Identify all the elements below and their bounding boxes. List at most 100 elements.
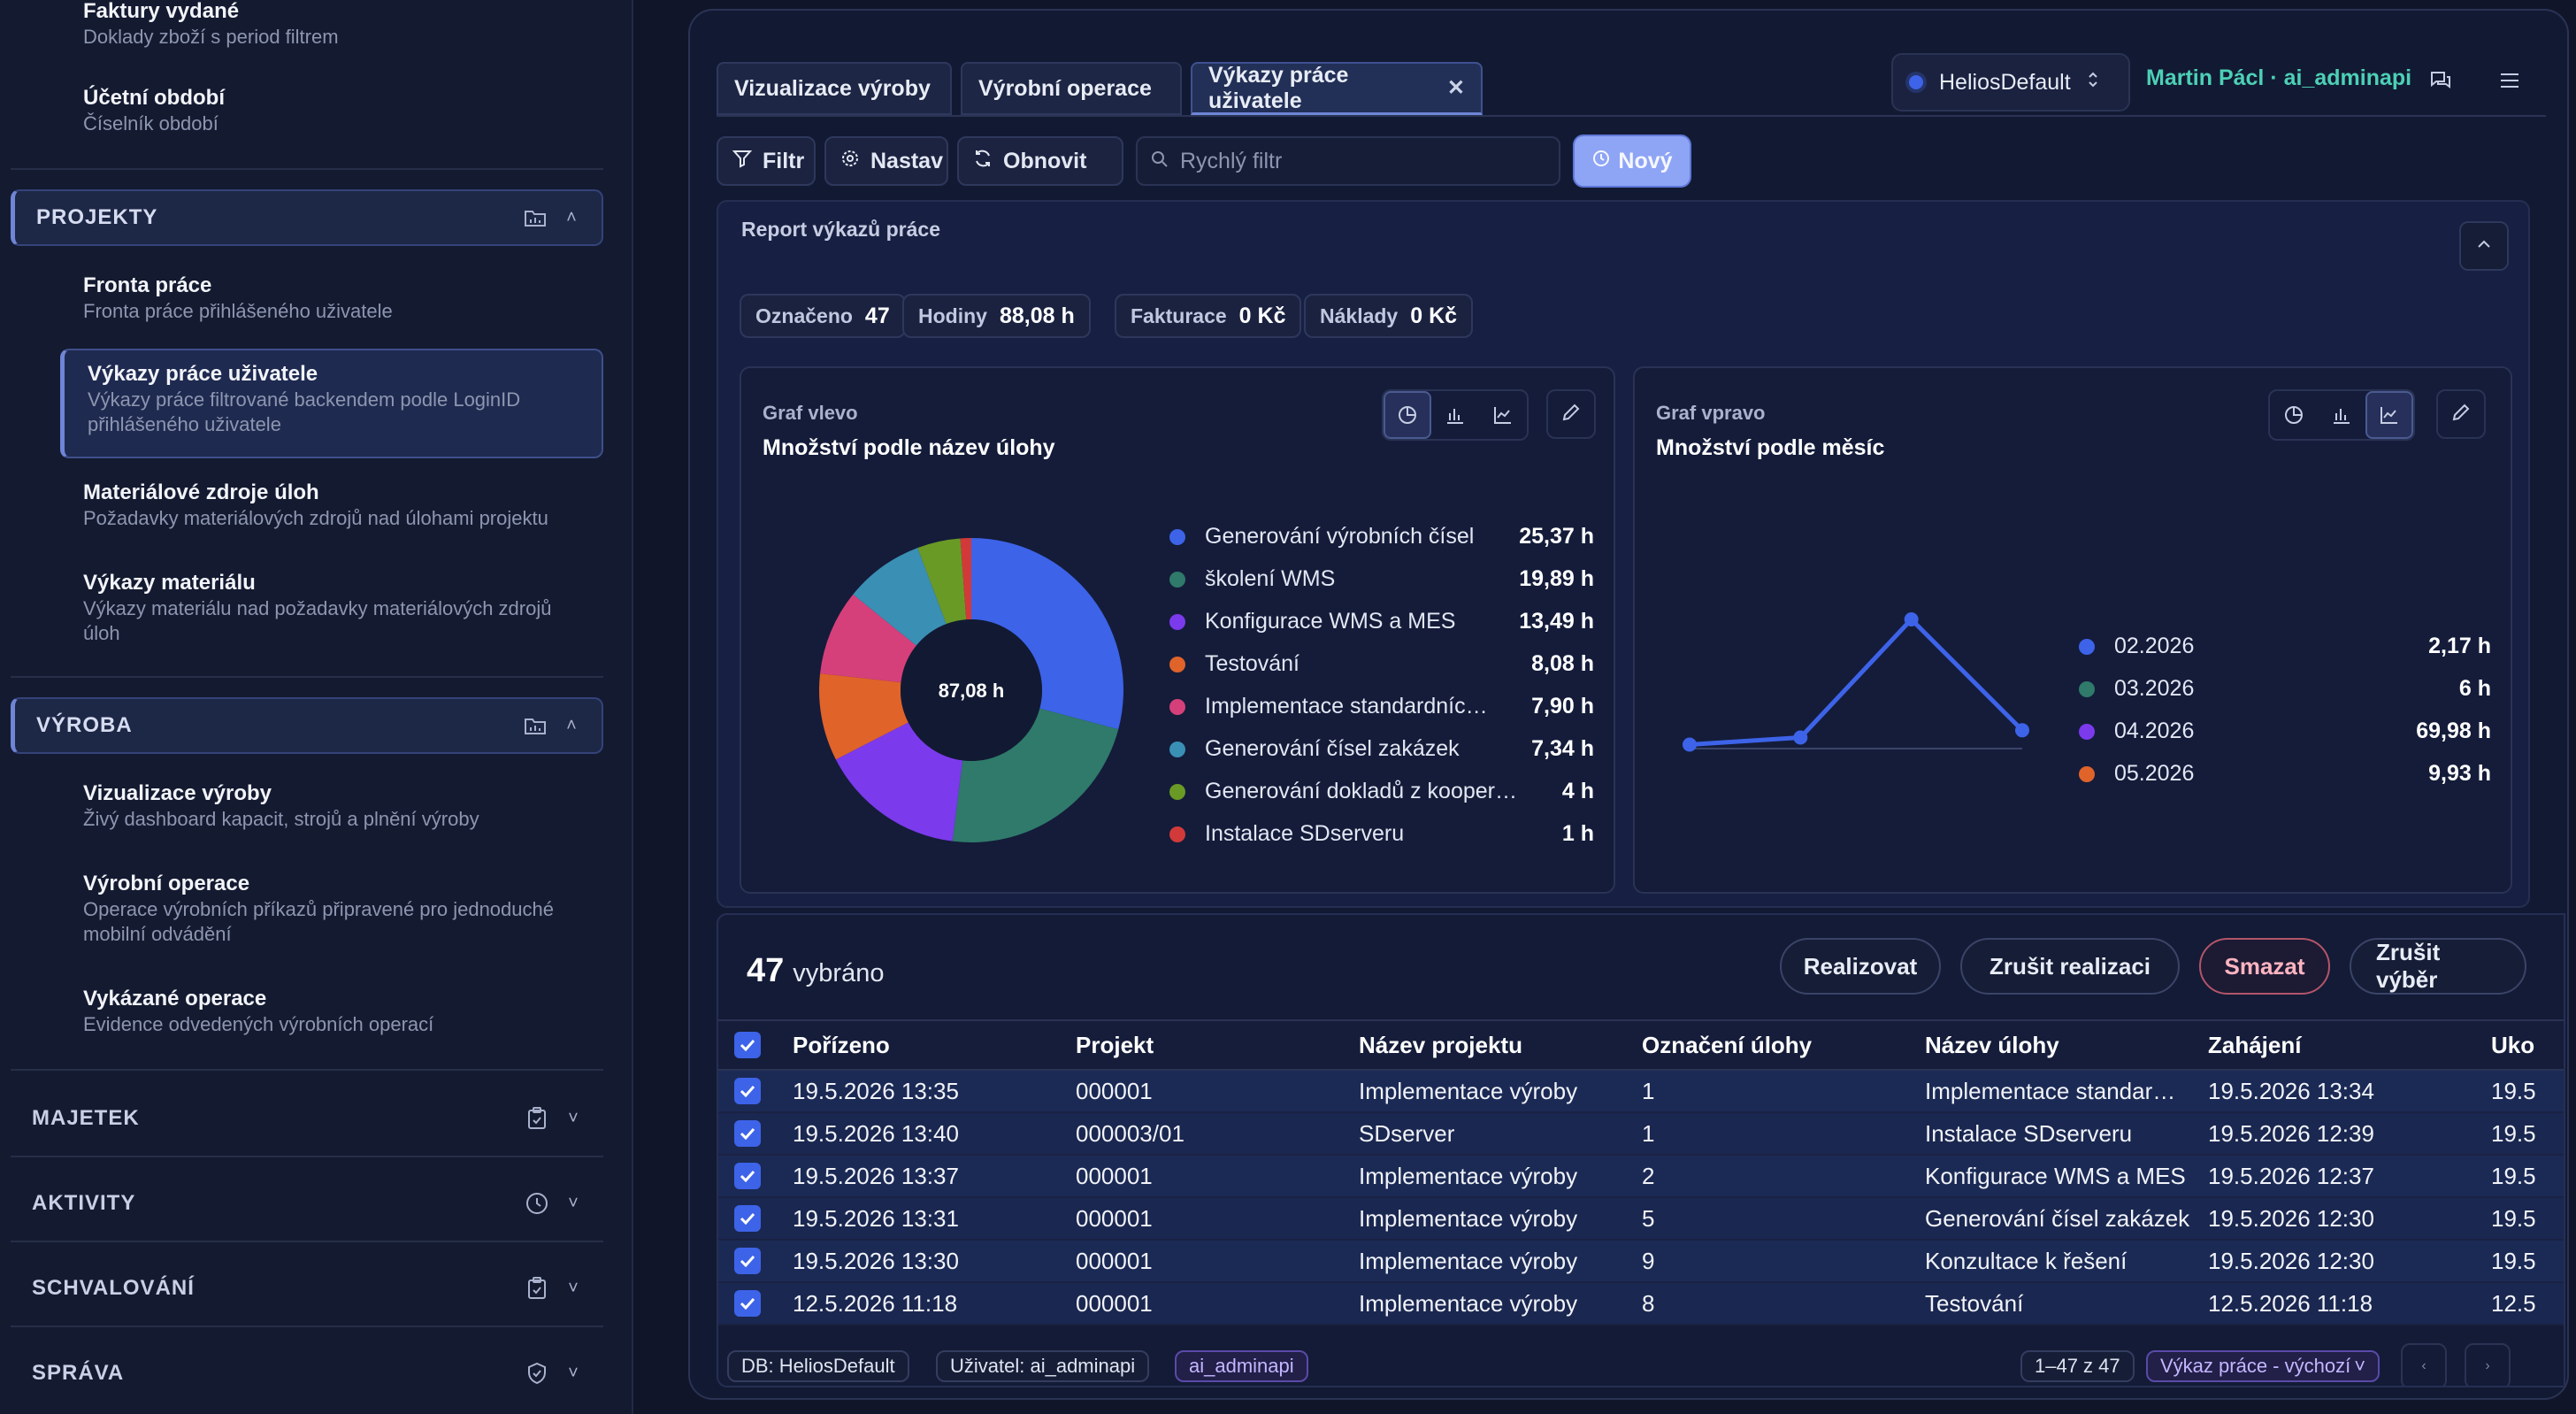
filter-button[interactable]: Filtr xyxy=(717,136,816,186)
sidebar-item-vizualizace-vyroby[interactable]: Vizualizace výroby Živý dashboard kapaci… xyxy=(60,770,603,842)
column-header[interactable]: Projekt xyxy=(1069,1019,1352,1071)
column-header[interactable]: Označení úlohy xyxy=(1635,1019,1918,1071)
table-row[interactable]: 19.5.2026 13:40 000003/01 SDserver 1 Instala… xyxy=(718,1112,2564,1156)
legend-item[interactable]: školení WMS 19,89 h xyxy=(1169,566,1594,592)
bar-chart-icon[interactable] xyxy=(1431,391,1479,439)
row-select-cell[interactable] xyxy=(718,1240,786,1283)
pie-slice[interactable] xyxy=(960,538,971,620)
tab-vyrobni-operace[interactable]: Výrobní operace xyxy=(961,62,1182,115)
section-vyroba[interactable]: VÝROBA ˄ xyxy=(11,697,603,754)
line-chart-icon[interactable] xyxy=(1479,391,1527,439)
bar-chart-icon[interactable] xyxy=(2318,391,2365,439)
pie-slice[interactable] xyxy=(819,673,908,760)
legend-item[interactable]: Generování čísel zakázek 7,34 h xyxy=(1169,736,1594,762)
sidebar-item-title: Vizualizace výroby xyxy=(83,781,272,805)
legend-item[interactable]: 04.2026 69,98 h xyxy=(2079,719,2491,744)
section-aktivity[interactable]: AKTIVITY ˅ xyxy=(11,1175,603,1232)
row-select-cell[interactable] xyxy=(718,1155,786,1198)
row-select-cell[interactable] xyxy=(718,1070,786,1113)
realize-button[interactable]: Realizovat xyxy=(1780,938,1941,995)
next-page-button[interactable]: › xyxy=(2465,1343,2511,1386)
checkbox-checked-icon[interactable] xyxy=(734,1248,761,1274)
pie-slice[interactable] xyxy=(820,594,916,683)
column-header[interactable]: Pořízeno xyxy=(786,1019,1069,1071)
row-select-cell[interactable] xyxy=(718,1197,786,1241)
prev-page-button[interactable]: ‹ xyxy=(2401,1343,2447,1386)
menu-icon[interactable] xyxy=(2495,65,2525,96)
table-row[interactable]: 19.5.2026 13:30 000001 Implementace výroby… xyxy=(718,1240,2564,1283)
row-select-cell[interactable] xyxy=(718,1282,786,1326)
column-header[interactable]: Uko xyxy=(2484,1019,2564,1071)
cancel-realization-button[interactable]: Zrušit realizaci xyxy=(1960,938,2180,995)
checkbox-checked-icon[interactable] xyxy=(734,1032,761,1058)
edit-button[interactable] xyxy=(1546,389,1596,439)
tab-vizualizace-vyroby[interactable]: Vizualizace výroby xyxy=(717,62,952,115)
data-point[interactable] xyxy=(2015,723,2029,738)
pie-slice[interactable] xyxy=(971,538,1123,730)
clear-selection-button[interactable]: Zrušit výběr xyxy=(2350,938,2526,995)
row-select-cell[interactable] xyxy=(718,1112,786,1156)
collapse-button[interactable] xyxy=(2459,221,2509,271)
view-selector[interactable]: Výkaz práce - výchozí ˅ xyxy=(2146,1350,2380,1382)
legend-dot xyxy=(2079,680,2095,697)
tab-vykazy-prace-uzivatele[interactable]: Výkazy práce uživatele ✕ xyxy=(1191,62,1483,115)
checkbox-checked-icon[interactable] xyxy=(734,1205,761,1232)
close-icon[interactable]: ✕ xyxy=(1446,76,1465,100)
legend-dot xyxy=(2079,638,2095,655)
pie-chart-icon[interactable] xyxy=(1384,391,1431,439)
sidebar-item-materialove-zdroje[interactable]: Materiálové zdroje úloh Požadavky materi… xyxy=(60,469,603,542)
line-chart-icon[interactable] xyxy=(2365,391,2413,439)
legend-item[interactable]: Konfigurace WMS a MES 13,49 h xyxy=(1169,609,1594,634)
environment-selector[interactable]: HeliosDefault xyxy=(1891,53,2130,111)
delete-button[interactable]: Smazat xyxy=(2199,938,2330,995)
column-header[interactable]: Název úlohy xyxy=(1918,1019,2201,1071)
sidebar-item-faktury-vydane[interactable]: Faktury vydané Doklady zboží s period fi… xyxy=(60,0,603,60)
checkbox-checked-icon[interactable] xyxy=(734,1120,761,1147)
refresh-button[interactable]: Obnovit xyxy=(957,136,1123,186)
column-header[interactable]: Zahájení xyxy=(2201,1019,2484,1071)
legend-item[interactable]: Generování výrobních čísel 25,37 h xyxy=(1169,524,1594,549)
section-schvalovani[interactable]: SCHVALOVÁNÍ ˅ xyxy=(11,1260,603,1317)
data-point[interactable] xyxy=(1793,730,1808,745)
sidebar-item-fronta-prace[interactable]: Fronta práce Fronta práce přihlášeného u… xyxy=(60,262,603,334)
pie-slice[interactable] xyxy=(835,722,963,841)
chat-icon[interactable] xyxy=(2426,65,2456,96)
data-point[interactable] xyxy=(1683,737,1697,752)
sidebar-item-vykazy-materialu[interactable]: Výkazy materiálu Výkazy materiálu nad po… xyxy=(60,559,603,657)
legend-item[interactable]: 03.2026 6 h xyxy=(2079,676,2491,702)
section-sprava[interactable]: SPRÁVA ˅ xyxy=(11,1345,603,1402)
quick-filter[interactable] xyxy=(1136,136,1560,186)
table-cell: Implementace výroby xyxy=(1352,1155,1635,1198)
section-majetek[interactable]: MAJETEK ˅ xyxy=(11,1090,603,1147)
search-input[interactable] xyxy=(1180,148,1534,174)
section-projekty[interactable]: PROJEKTY ˄ xyxy=(11,189,603,246)
pie-slice[interactable] xyxy=(853,548,947,646)
settings-button[interactable]: Nastav xyxy=(824,136,948,186)
checkbox-checked-icon[interactable] xyxy=(734,1290,761,1317)
select-all-cell[interactable] xyxy=(718,1019,786,1071)
sidebar-item-vyrobni-operace[interactable]: Výrobní operace Operace výrobních příkaz… xyxy=(60,860,603,957)
pie-slice[interactable] xyxy=(917,538,967,625)
checkbox-checked-icon[interactable] xyxy=(734,1163,761,1189)
legend-item[interactable]: 05.2026 9,93 h xyxy=(2079,761,2491,787)
sidebar-item-vykazy-prace-uzivatele[interactable]: Výkazy práce uživatele Výkazy práce filt… xyxy=(60,349,603,458)
sidebar-item-ucetni-obdobi[interactable]: Účetní období Číselník období xyxy=(60,74,603,147)
sidebar-item-vykazane-operace[interactable]: Vykázané operace Evidence odvedených výr… xyxy=(60,975,603,1048)
legend-item[interactable]: Generování dokladů z kooper… 4 h xyxy=(1169,779,1594,804)
legend-item[interactable]: Testování 8,08 h xyxy=(1169,651,1594,677)
table-row[interactable]: 19.5.2026 13:35 000001 Implementace výroby… xyxy=(718,1070,2564,1113)
legend-item[interactable]: 02.2026 2,17 h xyxy=(2079,634,2491,659)
pie-chart-icon[interactable] xyxy=(2270,391,2318,439)
user-name[interactable]: Martin Pácl · ai_adminapi xyxy=(2146,65,2412,90)
new-button[interactable]: Nový xyxy=(1575,136,1690,186)
checkbox-checked-icon[interactable] xyxy=(734,1078,761,1104)
data-point[interactable] xyxy=(1904,612,1919,626)
table-row[interactable]: 19.5.2026 13:31 000001 Implementace výroby… xyxy=(718,1197,2564,1241)
column-header[interactable]: Název projektu xyxy=(1352,1019,1635,1071)
table-row[interactable]: 12.5.2026 11:18 000001 Implementace výroby… xyxy=(718,1282,2564,1326)
legend-item[interactable]: Implementace standardníc… 7,90 h xyxy=(1169,694,1594,719)
pie-slice[interactable] xyxy=(952,708,1119,842)
table-row[interactable]: 19.5.2026 13:37 000001 Implementace výroby… xyxy=(718,1155,2564,1198)
legend-item[interactable]: Instalace SDserveru 1 h xyxy=(1169,821,1594,847)
edit-button[interactable] xyxy=(2436,389,2486,439)
